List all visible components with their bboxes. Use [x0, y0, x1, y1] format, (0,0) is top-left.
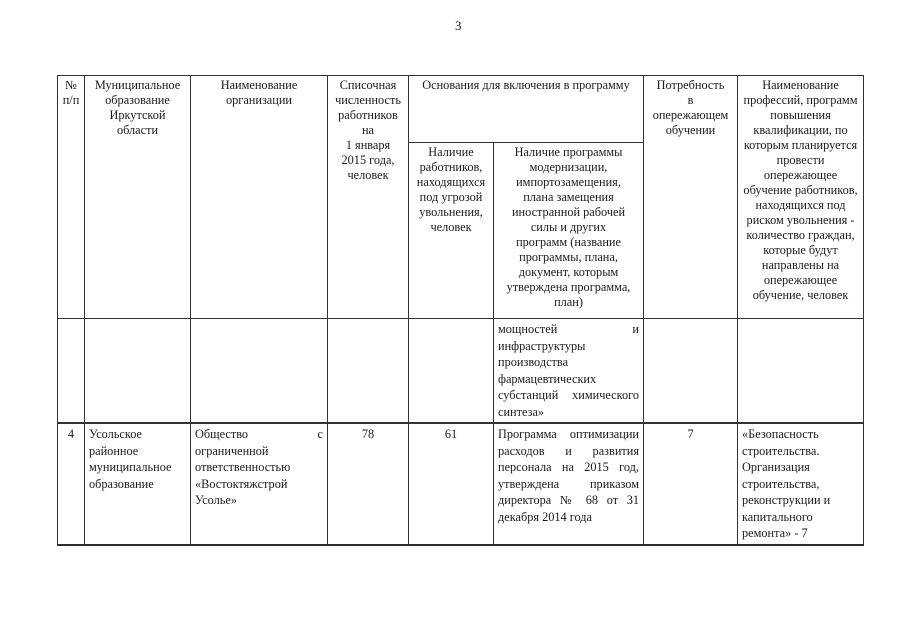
cell-row4-program: Программа оптимизации расходов и развити…	[492, 422, 645, 545]
table-row-4: 4 Усольское районное муниципальное образ…	[57, 422, 865, 545]
header-cell-headcount: Списочная численность работников на 1 ян…	[327, 75, 409, 319]
header-cell-need: Потребность в опережающем обучении	[643, 75, 739, 319]
cell-row4-need: 7	[643, 422, 739, 545]
cell-row4-organization: Общество с ограниченной ответственностью…	[190, 422, 328, 545]
retraining-program-table: № п/п Муниципальное образование Иркутско…	[57, 75, 865, 546]
header-cell-no: № п/п	[57, 75, 85, 319]
cell-cont-municipality	[84, 318, 191, 424]
header-row-sub: Наличие работников, находящихся под угро…	[58, 142, 864, 319]
cell-row4-professions: «Безопасность строительства. Организация…	[737, 422, 865, 545]
cell-row4-headcount: 78	[327, 422, 409, 545]
cell-row4-at-risk: 61	[408, 422, 494, 545]
header-cell-program: Наличие программы модернизации, импортоз…	[492, 142, 645, 319]
cell-row4-no: 4	[57, 422, 85, 545]
header-cell-professions: Наименование профессий, программ повышен…	[737, 75, 865, 319]
cell-cont-need	[643, 318, 739, 424]
header-cell-grounds-group: Основания для включения в программу	[407, 75, 645, 143]
cell-cont-program: мощностей и инфраструктуры производства …	[492, 318, 645, 424]
cell-cont-at-risk	[408, 318, 494, 424]
cell-row4-municipality: Усольское районное муниципальное образов…	[84, 422, 191, 545]
table-row-continuation: мощностей и инфраструктуры производства …	[57, 318, 865, 424]
header-cell-municipality: Муниципальное образование Иркутской обла…	[84, 75, 191, 319]
cell-cont-organization	[190, 318, 328, 424]
cell-cont-headcount	[327, 318, 409, 424]
cell-cont-professions	[737, 318, 865, 424]
header-cell-organization: Наименование организации	[190, 75, 328, 319]
header-row-top: № п/п Муниципальное образование Иркутско…	[57, 75, 865, 319]
header-cell-at-risk: Наличие работников, находящихся под угро…	[408, 142, 494, 319]
cell-cont-no	[57, 318, 85, 424]
page-number: 3	[455, 18, 462, 33]
